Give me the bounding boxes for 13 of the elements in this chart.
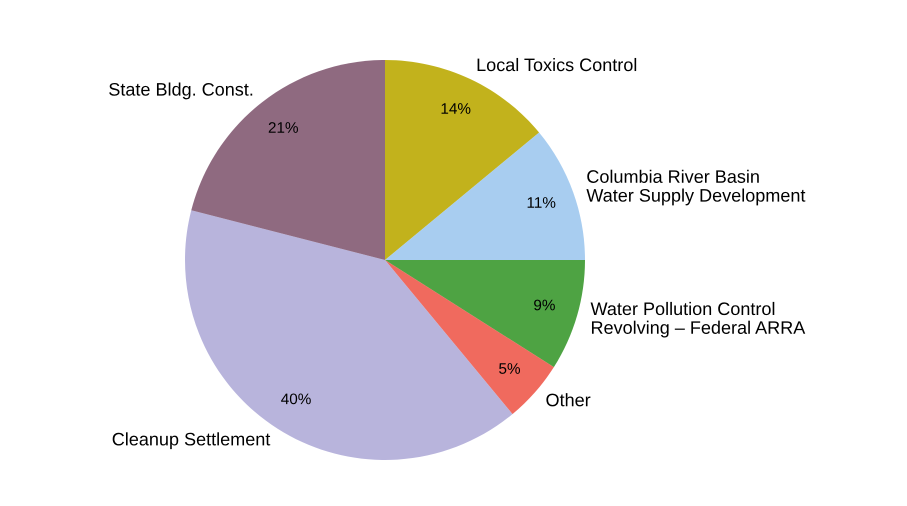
slice-label: State Bldg. Const.	[109, 82, 252, 100]
data-label: 9%	[534, 300, 555, 310]
data-label: 40%	[281, 393, 311, 404]
slice-label: Other	[546, 393, 590, 406]
data-label: 14%	[442, 103, 470, 114]
pie-slice	[385, 132, 585, 260]
slice-label: Columbia River Basin Water Supply Development	[586, 170, 806, 206]
slice-label: Local Toxics Control	[478, 58, 636, 72]
data-label: 21%	[268, 122, 298, 133]
data-label: 11%	[528, 197, 556, 208]
data-label: 5%	[499, 363, 520, 374]
slice-label: Water Pollution Control Revolving – Federal ARRA	[590, 302, 806, 338]
slice-label: Cleanup Settlement	[112, 432, 270, 450]
